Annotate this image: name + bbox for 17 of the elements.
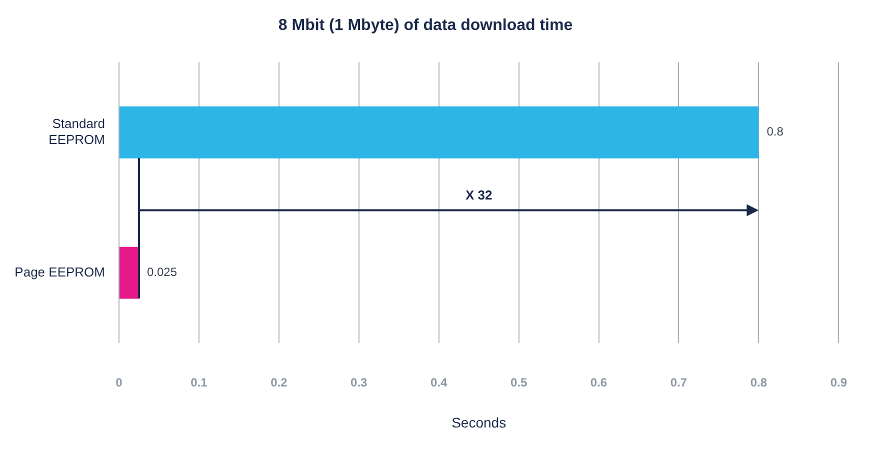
x-tick-label: 0.5 (510, 376, 528, 390)
x-tick-label: 0.8 (750, 376, 768, 390)
x-tick-label: 0.9 (830, 376, 848, 390)
x-axis-title: Seconds (452, 414, 506, 430)
chart-title: 8 Mbit (1 Mbyte) of data download time (278, 17, 573, 34)
annotation: X 32 (465, 188, 492, 203)
x-tick-label: 0.7 (670, 376, 688, 390)
x-tick-label: 0.1 (190, 376, 208, 390)
x-tick-label: 0 (116, 376, 123, 390)
x-tick-label: 0.4 (430, 376, 448, 390)
y-tick-label: Standard EEPROM (48, 116, 105, 147)
data-label: 0.8 (766, 124, 784, 139)
x-tick-label: 0.6 (590, 376, 608, 390)
data-label: 0.025 (146, 265, 178, 280)
x-tick-label: 0.3 (350, 376, 368, 390)
y-tick-label: Page EEPROM (14, 264, 105, 280)
x-tick-label: 0.2 (270, 376, 288, 390)
